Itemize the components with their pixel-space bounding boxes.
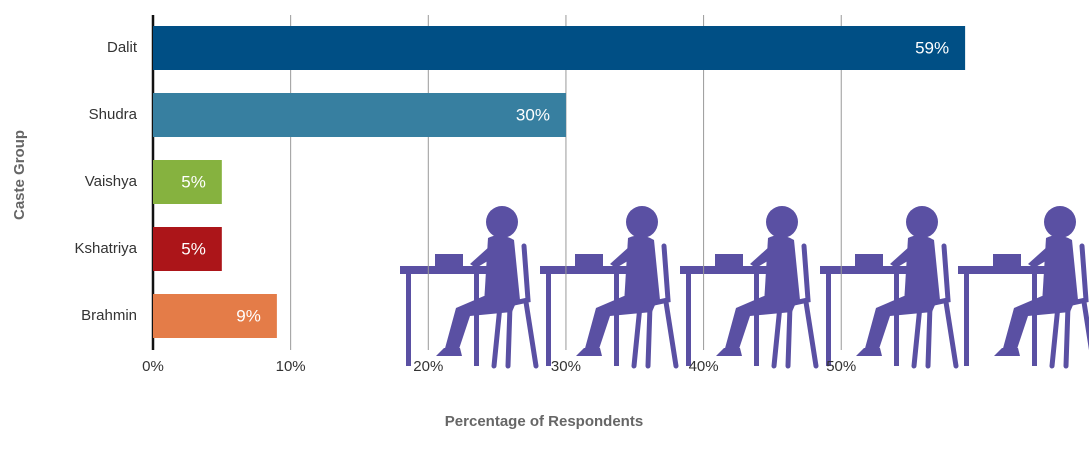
y-axis-label: Caste Group	[11, 130, 28, 220]
y-tick-label: Shudra	[89, 106, 138, 123]
bar	[153, 93, 566, 137]
y-tick-label: Brahmin	[81, 307, 137, 324]
bar	[153, 294, 277, 338]
x-axis-label: Percentage of Respondents	[445, 413, 643, 430]
bar	[153, 160, 222, 204]
bar	[153, 26, 966, 70]
y-tick-label: Kshatriya	[74, 240, 137, 257]
value-label: 5%	[181, 239, 206, 258]
value-label: 5%	[181, 172, 206, 191]
value-label: 9%	[236, 306, 261, 325]
x-tick-label: 20%	[413, 358, 443, 375]
decoration	[400, 206, 1089, 366]
y-tick-label: Vaishya	[85, 173, 138, 190]
x-tick-label: 10%	[276, 358, 306, 375]
value-label: 30%	[516, 105, 550, 124]
x-tick-label: 40%	[689, 358, 719, 375]
x-tick-label: 50%	[826, 358, 856, 375]
x-tick-label: 0%	[142, 358, 164, 375]
bar	[153, 227, 222, 271]
x-tick-label: 30%	[551, 358, 581, 375]
value-label: 59%	[915, 38, 949, 57]
y-tick-label: Dalit	[107, 39, 138, 56]
